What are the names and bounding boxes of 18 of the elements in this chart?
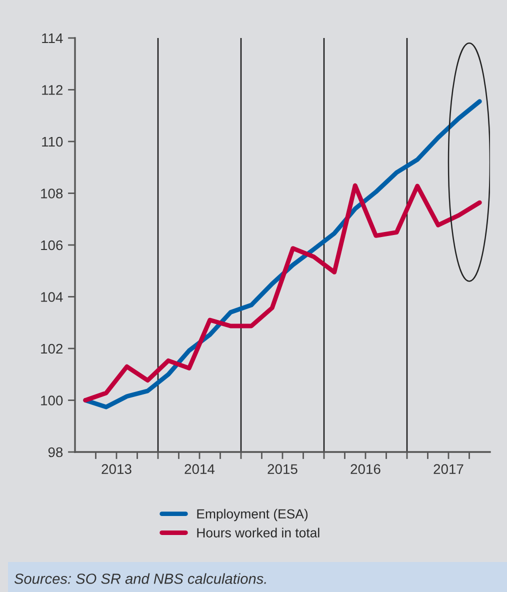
x-tick-label: 2017 bbox=[434, 464, 464, 474]
x-tick-label: 2013 bbox=[102, 464, 132, 474]
x-tick-label: 2015 bbox=[268, 464, 298, 474]
legend-label: Employment (ESA) bbox=[197, 508, 308, 522]
x-tick-label: 2014 bbox=[184, 464, 215, 474]
y-tick-label: 112 bbox=[42, 85, 62, 95]
y-tick-label: 110 bbox=[42, 136, 63, 147]
y-tick-label: 106 bbox=[41, 240, 63, 250]
source-note: Sources: SO SR and NBS calculations. bbox=[14, 573, 266, 584]
x-tick-label: 2016 bbox=[350, 464, 380, 474]
y-tick-label: 100 bbox=[41, 396, 63, 406]
y-tick-label: 98 bbox=[48, 447, 63, 458]
y-tick-label: 114 bbox=[42, 33, 63, 44]
line-series bbox=[83, 183, 482, 402]
y-tick-label: 102 bbox=[41, 344, 62, 354]
y-tick-label: 104 bbox=[41, 292, 63, 302]
legend-label: Hours worked in total bbox=[197, 528, 320, 538]
y-tick-label: 108 bbox=[41, 188, 63, 198]
